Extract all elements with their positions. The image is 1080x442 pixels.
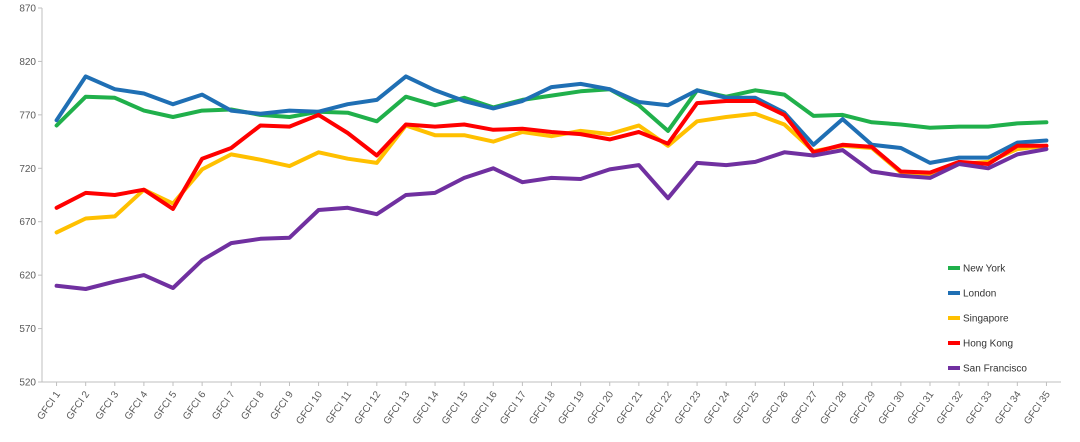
y-tick-label: 770 [19,110,36,121]
x-tick-label: GFCI 17 [498,389,529,427]
x-tick-label: GFCI 8 [239,389,267,422]
legend: New York London Singapore Hong Kong San Fran… [948,264,1027,375]
y-tick-label: 570 [19,324,36,335]
legend-label: San Francisco [963,364,1027,375]
y-tick-label: 870 [19,4,36,15]
x-tick-label: GFCI 14 [411,389,442,427]
x-tick-label: GFCI 4 [123,389,151,422]
x-tick-label: GFCI 33 [964,389,995,427]
axes [41,8,1061,383]
x-tick-label: GFCI 34 [993,389,1024,427]
x-tick-label: GFCI 18 [527,389,558,427]
series-line-london [54,74,1049,165]
x-tick-label: GFCI 16 [469,389,500,427]
x-tick-label: GFCI 25 [731,389,762,427]
series-lines [54,74,1049,291]
series-line-new-york [54,87,1049,133]
x-tick-label: GFCI 35 [1022,389,1053,427]
legend-label: Hong Kong [963,339,1013,350]
x-tick-label: GFCI 26 [760,389,791,427]
x-tick-label: GFCI 3 [94,389,122,422]
x-tick-label: GFCI 1 [36,389,64,422]
legend-label: New York [963,264,1006,275]
x-tick-label: GFCI 9 [268,389,296,422]
series-line-hong-kong [54,99,1049,211]
x-tick-label: GFCI 12 [353,389,384,427]
x-tick-label: GFCI 5 [152,389,180,422]
x-tick-label: GFCI 2 [65,389,93,422]
legend-label: Singapore [963,314,1009,325]
x-tick-label: GFCI 6 [181,389,209,422]
x-tick-label: GFCI 7 [210,389,238,422]
x-tick-label: GFCI 32 [935,389,966,427]
x-tick-label: GFCI 15 [440,389,471,427]
y-axis-ticks: 520 570 620 670 720 770 820 870 [19,4,42,389]
y-tick-label: 670 [19,217,36,228]
x-tick-label: GFCI 24 [702,389,733,427]
y-tick-label: 620 [19,271,36,282]
x-tick-label: GFCI 27 [789,389,820,427]
x-tick-label: GFCI 28 [818,389,849,427]
y-tick-label: 720 [19,164,36,175]
y-tick-label: 520 [19,378,36,389]
series-line-san-francisco [54,147,1049,291]
x-axis-ticks: GFCI 1 GFCI 2 GFCI 3 GFCI 4 GFCI 5 GFCI 6 GFCI… [36,382,1053,427]
x-tick-label: GFCI 20 [585,389,616,427]
y-tick-label: 820 [19,57,36,68]
x-tick-label: GFCI 11 [324,389,355,426]
x-tick-label: GFCI 19 [556,389,587,427]
x-tick-label: GFCI 13 [382,389,413,427]
x-tick-label: GFCI 21 [615,389,646,427]
x-tick-label: GFCI 30 [877,389,908,427]
x-tick-label: GFCI 29 [848,389,879,427]
x-tick-label: GFCI 10 [294,389,325,427]
legend-label: London [963,289,996,300]
x-tick-label: GFCI 22 [644,389,675,427]
x-tick-label: GFCI 31 [906,389,937,427]
x-tick-label: GFCI 23 [673,389,704,427]
